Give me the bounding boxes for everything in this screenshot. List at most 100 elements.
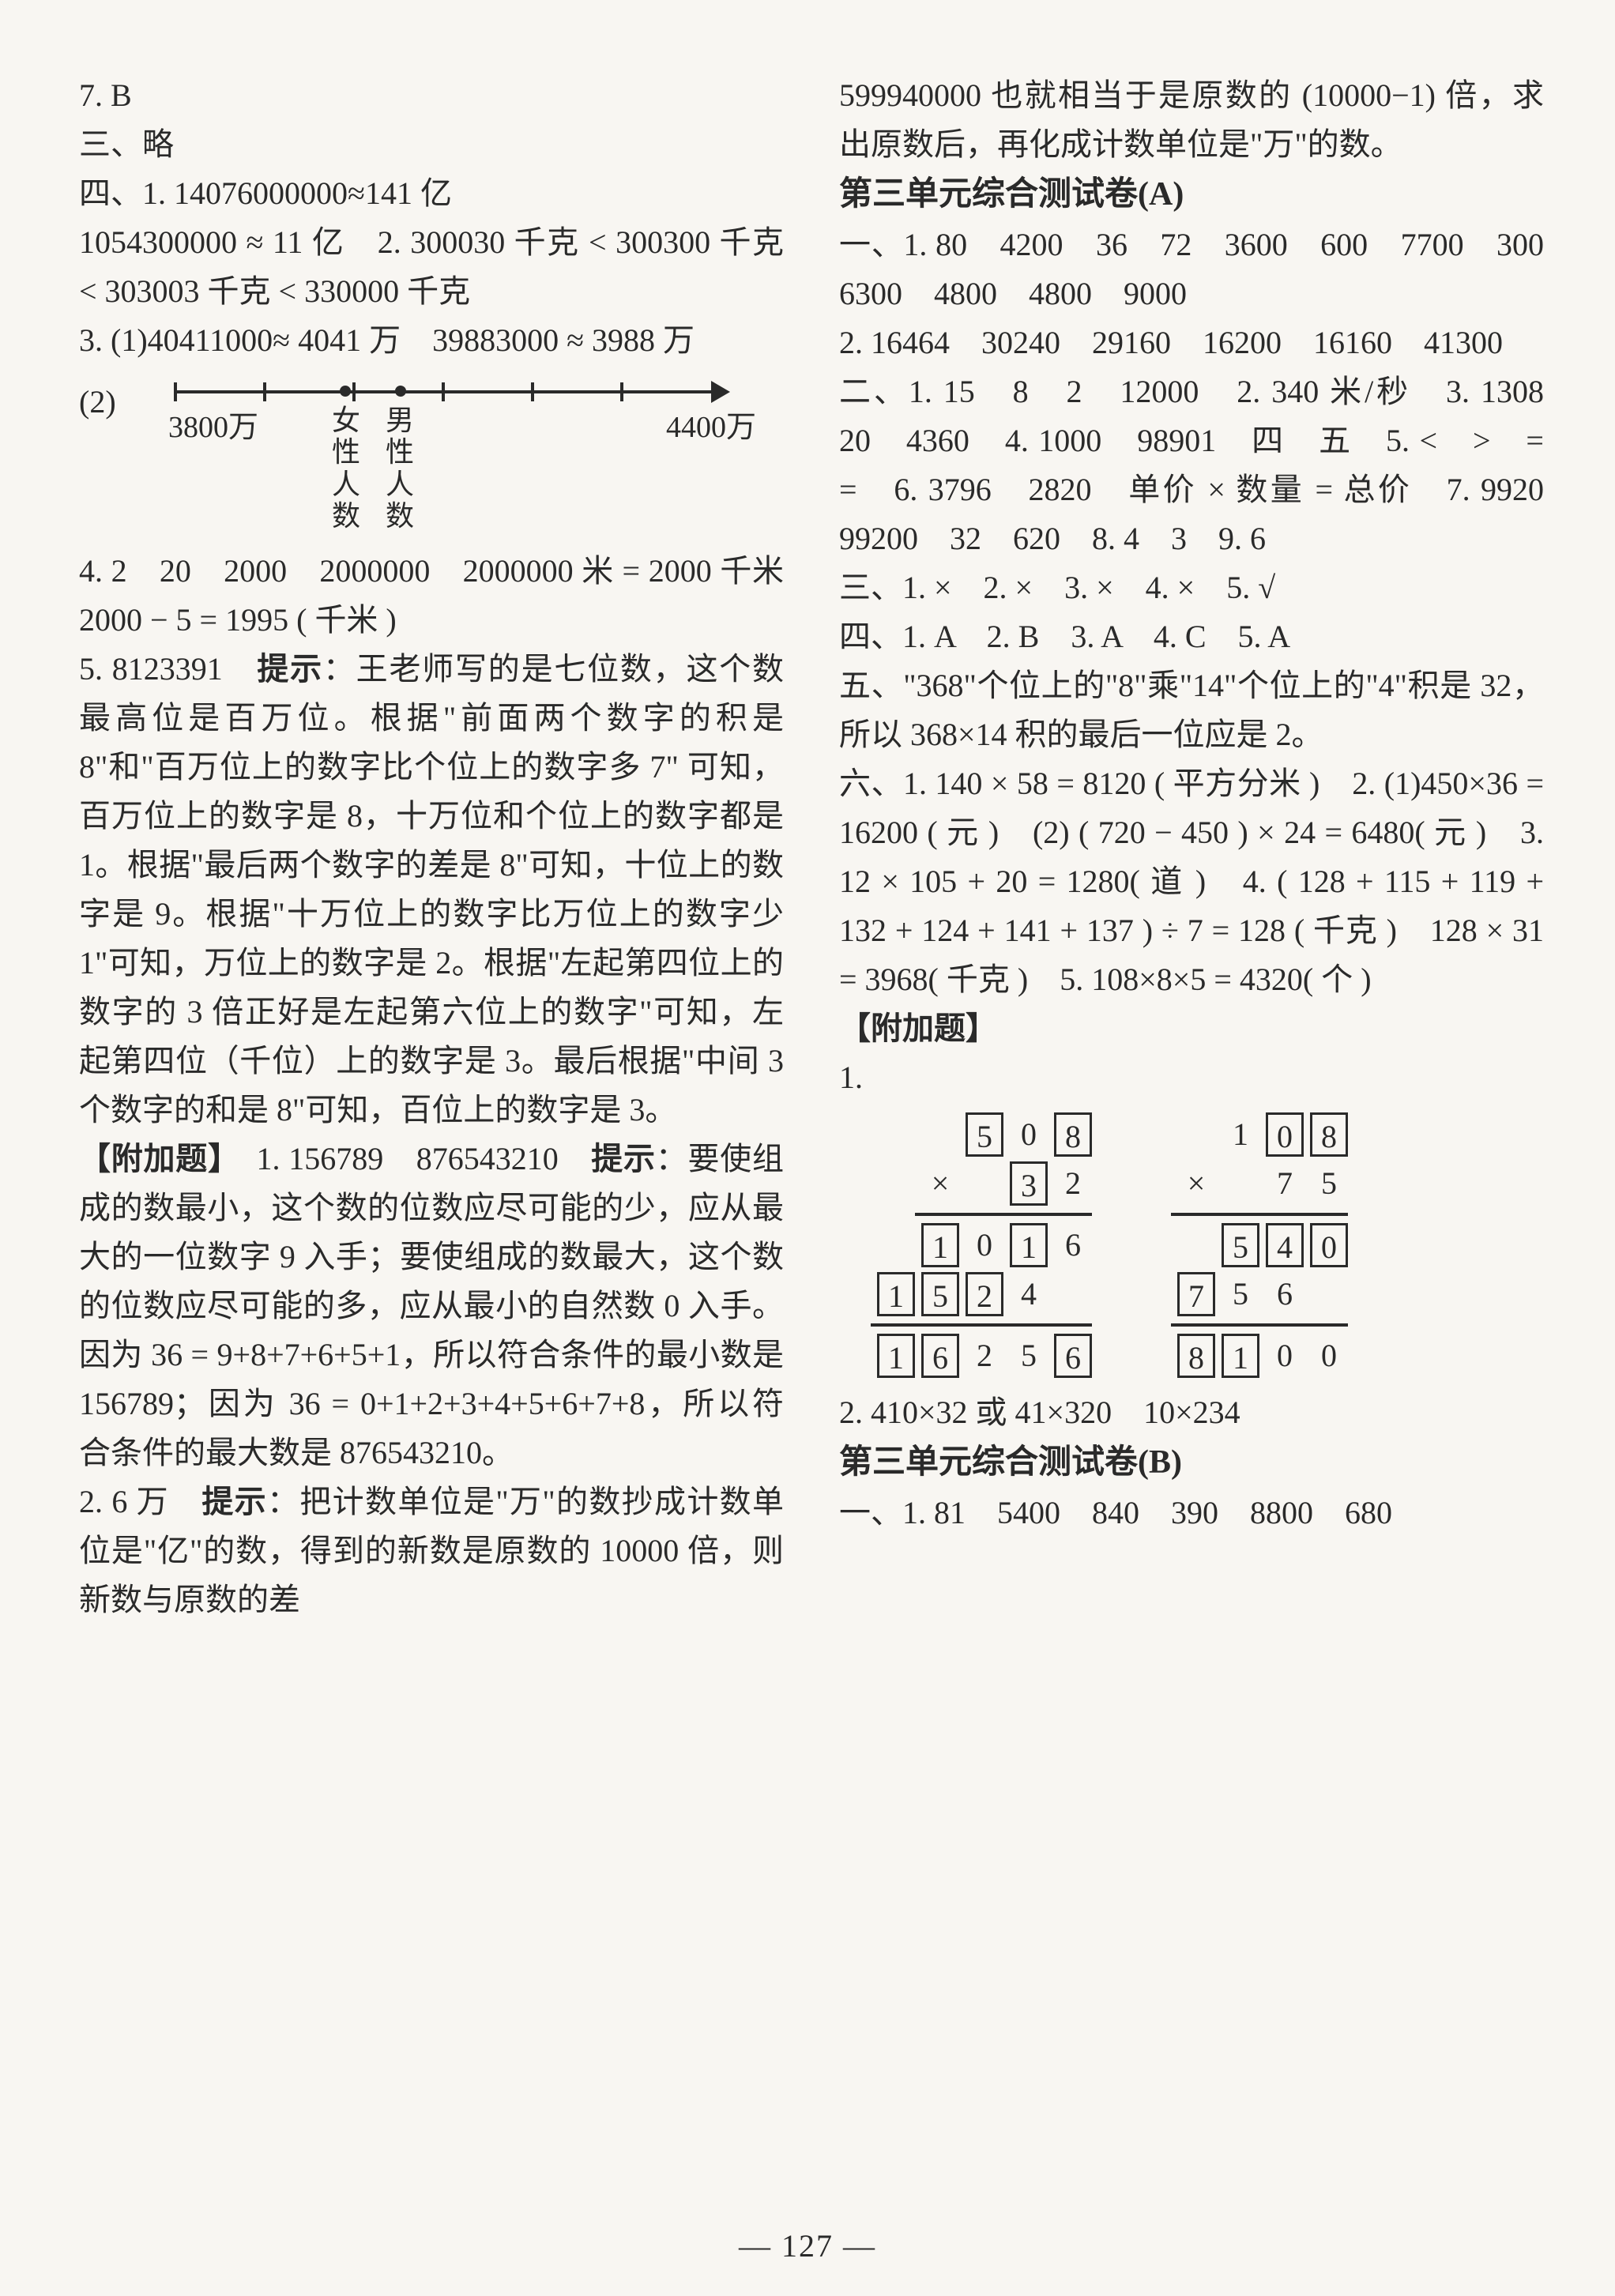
unit3a-3: 三、1. × 2. × 3. × 4. × 5. √ bbox=[839, 563, 1544, 612]
mult-cell: 1 bbox=[1010, 1223, 1048, 1267]
continuation-text: 599940000 也就相当于是原数的 (10000−1) 倍，求出原数后，再化… bbox=[839, 71, 1544, 169]
mult-cell: 0 bbox=[1010, 1112, 1048, 1157]
numline-tick bbox=[174, 382, 177, 401]
numline-tick bbox=[263, 382, 266, 401]
mult-cell: 5 bbox=[1010, 1334, 1048, 1378]
numline-start-label: 3800万 bbox=[168, 405, 258, 451]
mult-cell: 0 bbox=[1266, 1334, 1304, 1378]
mult-cell bbox=[1054, 1272, 1092, 1316]
mult-cell: 8 bbox=[1310, 1112, 1348, 1157]
mult-cell: 1 bbox=[877, 1334, 915, 1378]
mult-cell: 8 bbox=[1177, 1334, 1215, 1378]
unit3b-1: 一、1. 81 5400 840 390 8800 680 bbox=[839, 1489, 1544, 1538]
mult-cell bbox=[966, 1161, 1003, 1206]
nl-male-ch3: 人 bbox=[386, 469, 414, 500]
unit3a-2: 二、1. 15 8 2 12000 2. 340 米/秒 3. 1308 20 … bbox=[839, 367, 1544, 563]
page-number: — 127 — bbox=[0, 2227, 1615, 2264]
numline-end-label: 4400万 bbox=[666, 405, 756, 451]
mult-cell bbox=[1177, 1112, 1215, 1157]
section-4-3: 3. (1)40411000≈ 4041 万 39883000 ≈ 3988 万 bbox=[79, 316, 784, 365]
two-column-layout: 7. B 三、略 四、1. 14076000000≈141 亿 10543000… bbox=[79, 71, 1544, 2189]
mult-cell: 1 bbox=[921, 1223, 959, 1267]
mult-problem-label: 1. bbox=[839, 1060, 863, 1095]
mult-cell: 8 bbox=[1054, 1112, 1092, 1157]
mult-problem-2: 108×755407568100 bbox=[1171, 1110, 1348, 1380]
extra-label: 【附加题】 bbox=[79, 1141, 224, 1176]
section-4-5: 5. 8123391 提示：王老师写的是七位数，这个数最高位是百万位。根据"前面… bbox=[79, 645, 784, 1135]
mult-cell: 5 bbox=[1222, 1223, 1259, 1267]
mult-cell: 2 bbox=[966, 1334, 1003, 1378]
mult-cell: 0 bbox=[1310, 1223, 1348, 1267]
mult-cell: × bbox=[921, 1161, 959, 1206]
multiplication-problems: 1. 508×321016152416256 108×755407568100 bbox=[839, 1053, 1544, 1380]
section-3: 三、略 bbox=[79, 120, 784, 169]
numline-tick bbox=[711, 382, 714, 401]
mult-cell: 4 bbox=[1010, 1272, 1048, 1316]
mult-cell: 7 bbox=[1177, 1272, 1215, 1316]
mult-cell: 1 bbox=[1222, 1334, 1259, 1378]
mult-cell: 0 bbox=[1310, 1334, 1348, 1378]
numline-male-label: 男 性 人 数 bbox=[381, 405, 419, 532]
nl-female-ch3: 人 bbox=[332, 469, 360, 500]
nl-male-ch2: 性 bbox=[386, 436, 414, 468]
hint-label: 提示 bbox=[257, 651, 323, 687]
section-4-1: 四、1. 14076000000≈141 亿 bbox=[79, 169, 784, 218]
nl-female-ch1: 女 bbox=[332, 405, 360, 436]
mult-cell: 3 bbox=[1010, 1161, 1048, 1206]
numline-item-label: (2) bbox=[79, 378, 116, 427]
mult-cell: 5 bbox=[966, 1112, 1003, 1157]
mult-cell bbox=[1310, 1272, 1348, 1316]
nl-female-ch2: 性 bbox=[332, 436, 360, 468]
mult-cell: 2 bbox=[966, 1272, 1003, 1316]
unit3a-extra-label: 【附加题】 bbox=[839, 1004, 1544, 1053]
mult-cell: 5 bbox=[921, 1272, 959, 1316]
unit3a-6: 六、1. 140 × 58 = 8120 ( 平方分米 ) 2. (1)450×… bbox=[839, 759, 1544, 1004]
numline-female-label: 女 性 人 数 bbox=[327, 405, 365, 532]
mult-cell: 5 bbox=[1310, 1161, 1348, 1206]
extra1-hint: 提示 bbox=[591, 1141, 656, 1176]
numline-tick bbox=[352, 382, 356, 401]
mult-cell: 7 bbox=[1266, 1161, 1304, 1206]
mult-cell: 5 bbox=[1222, 1272, 1259, 1316]
unit3a-1: 一、1. 80 4200 36 72 3600 600 7700 300 630… bbox=[839, 220, 1544, 318]
unit3-heading-b: 第三单元综合测试卷(B) bbox=[839, 1437, 1544, 1489]
unit3a-4: 四、1. A 2. B 3. A 4. C 5. A bbox=[839, 612, 1544, 661]
right-column: 599940000 也就相当于是原数的 (10000−1) 倍，求出原数后，再化… bbox=[839, 71, 1544, 2189]
extra-2: 2. 6 万 提示：把计数单位是"万"的数抄成计数单位是"亿"的数，得到的新数是… bbox=[79, 1477, 784, 1624]
extra1-a: 1. 156789 876543210 bbox=[224, 1141, 592, 1176]
p5-a: 5. 8123391 bbox=[79, 651, 257, 687]
mult-cell bbox=[1222, 1161, 1259, 1206]
extra2-hint: 提示 bbox=[201, 1484, 267, 1519]
mult-cell bbox=[921, 1112, 959, 1157]
nl-female-ch4: 数 bbox=[332, 500, 360, 532]
mult-cell: 1 bbox=[877, 1272, 915, 1316]
mult-cell: 2 bbox=[1054, 1161, 1092, 1206]
section-4-4: 4. 2 20 2000 2000000 2000000 米 = 2000 千米… bbox=[79, 547, 784, 645]
mult-cell: 6 bbox=[921, 1334, 959, 1378]
mult-problem-1: 508×321016152416256 bbox=[871, 1110, 1092, 1380]
numline-tick bbox=[620, 382, 623, 401]
mult-cell bbox=[1177, 1223, 1215, 1267]
mult-cell: 6 bbox=[1054, 1334, 1092, 1378]
mult-cell: 6 bbox=[1054, 1223, 1092, 1267]
mult-cell: × bbox=[1177, 1161, 1215, 1206]
numline-tick bbox=[442, 382, 445, 401]
mult-cell: 0 bbox=[1266, 1112, 1304, 1157]
section-4-1b: 1054300000 ≈ 11 亿 2. 300030 千克 < 300300 … bbox=[79, 218, 784, 316]
left-column: 7. B 三、略 四、1. 14076000000≈141 亿 10543000… bbox=[79, 71, 784, 2189]
mult-cell: 1 bbox=[1222, 1112, 1259, 1157]
unit3a-extra-2: 2. 410×32 或 41×320 10×234 bbox=[839, 1388, 1544, 1437]
mult-cell: 6 bbox=[1266, 1272, 1304, 1316]
nl-male-ch4: 数 bbox=[386, 500, 414, 532]
extra-section: 【附加题】 1. 156789 876543210 提示：要使组成的数最小，这个… bbox=[79, 1135, 784, 1477]
nl-male-ch1: 男 bbox=[386, 405, 414, 436]
p5-b: ：王老师写的是七位数，这个数最高位是百万位。根据"前面两个数字的积是 8"和"百… bbox=[79, 651, 784, 1127]
unit3a-1b: 2. 16464 30240 29160 16200 16160 41300 bbox=[839, 318, 1544, 367]
extra2-a: 2. 6 万 bbox=[79, 1484, 201, 1519]
numline-tick bbox=[531, 382, 534, 401]
number-line-diagram: (2) 3800万 4400万 女 性 人 数 bbox=[79, 373, 784, 539]
numline-dot-female bbox=[340, 386, 351, 397]
mult-cell: 4 bbox=[1266, 1223, 1304, 1267]
a2-text: 二、1. 15 8 2 12000 2. 340 米/秒 3. 1308 20 … bbox=[839, 374, 1575, 556]
answer-7b: 7. B bbox=[79, 71, 784, 120]
